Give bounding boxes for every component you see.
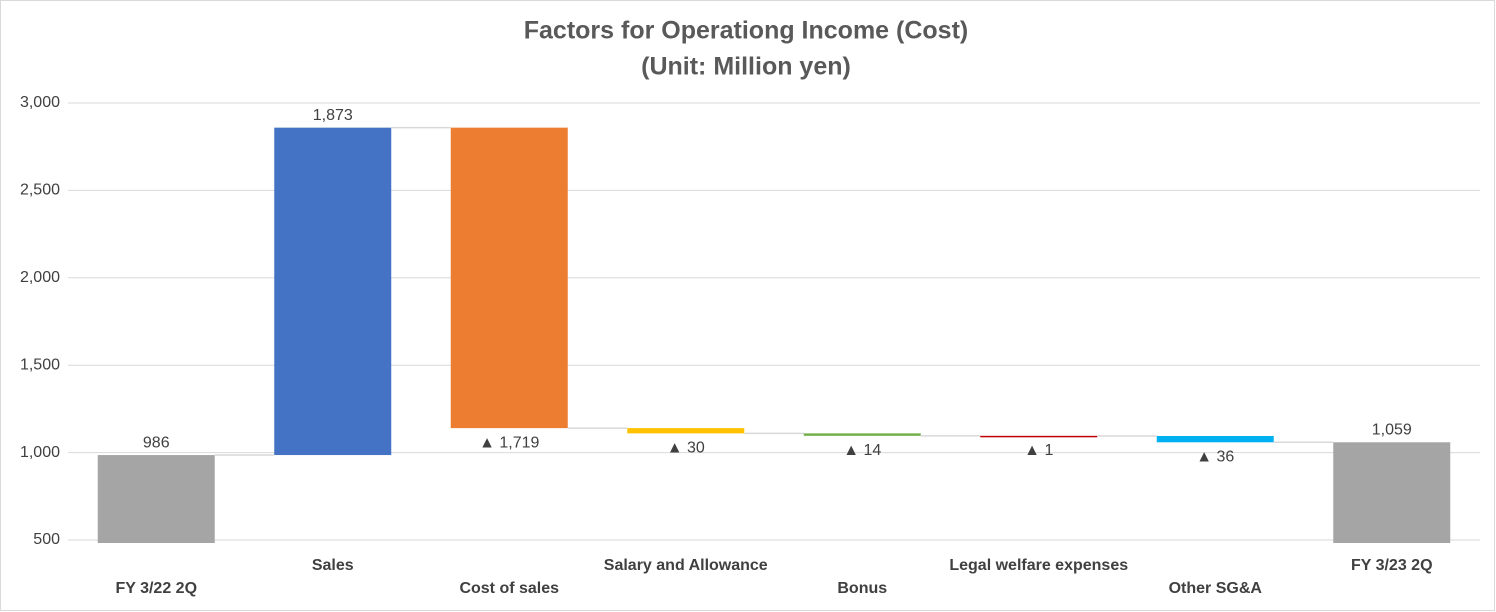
- data-label: ▲ 30: [667, 440, 705, 457]
- bar: [1156, 435, 1274, 443]
- bar: [803, 433, 921, 436]
- x-tick-label: Salary and Allowance: [604, 557, 768, 574]
- y-tick-label: 3,000: [20, 94, 60, 111]
- data-label: 986: [143, 434, 170, 451]
- y-tick-label: 1,500: [20, 356, 60, 373]
- bar: [97, 455, 215, 543]
- bar: [274, 127, 392, 456]
- bar: [627, 428, 745, 434]
- y-tick-label: 500: [33, 531, 60, 548]
- y-tick-label: 2,500: [20, 182, 60, 199]
- data-label: 1,059: [1372, 422, 1412, 439]
- x-tick-label: FY 3/23 2Q: [1351, 557, 1433, 574]
- bar: [1333, 442, 1451, 543]
- chart-subtitle: (Unit: Million yen): [641, 53, 851, 81]
- data-label: ▲ 14: [843, 442, 881, 459]
- x-tick-label: Cost of sales: [459, 580, 559, 597]
- chart-title: Factors for Operationg Income (Cost): [524, 17, 968, 45]
- x-tick-label: Legal welfare expenses: [949, 557, 1128, 574]
- x-tick-label: Sales: [312, 557, 354, 574]
- data-label: 1,873: [313, 107, 353, 124]
- bar: [450, 127, 568, 429]
- x-tick-label: Other SG&A: [1169, 580, 1263, 597]
- y-tick-label: 1,000: [20, 444, 60, 461]
- data-label: ▲ 1: [1024, 442, 1053, 459]
- data-label: ▲ 36: [1196, 449, 1234, 466]
- x-tick-label: FY 3/22 2Q: [115, 580, 197, 597]
- x-tick-label: Bonus: [837, 580, 887, 597]
- y-tick-label: 2,000: [20, 269, 60, 286]
- data-label: ▲ 1,719: [479, 434, 539, 451]
- bar: [980, 435, 1098, 438]
